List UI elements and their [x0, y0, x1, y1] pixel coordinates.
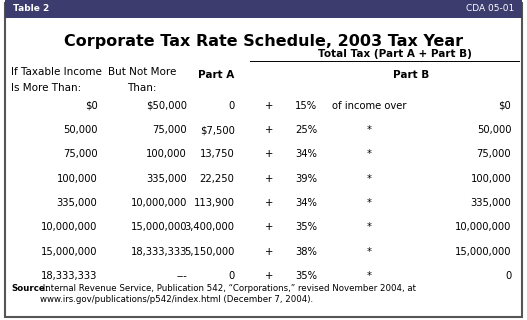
Text: 34%: 34% [295, 149, 317, 159]
Text: 0: 0 [228, 271, 235, 281]
Text: +: + [265, 198, 273, 208]
Text: If Taxable Income: If Taxable Income [11, 67, 101, 77]
Text: $50,000: $50,000 [146, 101, 187, 111]
Text: 100,000: 100,000 [57, 174, 97, 184]
Text: $7,500: $7,500 [200, 125, 235, 135]
Text: Part A: Part A [198, 70, 235, 80]
Text: 38%: 38% [295, 247, 317, 257]
Text: +: + [265, 174, 273, 184]
Text: 5,150,000: 5,150,000 [184, 247, 235, 257]
Text: But Not More: But Not More [108, 67, 177, 77]
Text: 3,400,000: 3,400,000 [184, 222, 235, 232]
Text: 15,000,000: 15,000,000 [41, 247, 97, 257]
Text: 335,000: 335,000 [147, 174, 187, 184]
Text: +: + [265, 247, 273, 257]
Text: *: * [366, 198, 372, 208]
Text: 15,000,000: 15,000,000 [131, 222, 187, 232]
Text: 113,900: 113,900 [193, 198, 235, 208]
Text: 10,000,000: 10,000,000 [455, 222, 511, 232]
Text: $0: $0 [499, 101, 511, 111]
Text: $0: $0 [85, 101, 97, 111]
Text: CDA 05-01: CDA 05-01 [465, 4, 514, 13]
Text: Part B: Part B [393, 70, 429, 80]
Text: 39%: 39% [295, 174, 317, 184]
Text: 75,000: 75,000 [476, 149, 511, 159]
Text: Source:: Source: [12, 284, 49, 293]
Text: ---: --- [176, 271, 187, 281]
Text: 25%: 25% [295, 125, 317, 135]
Text: 0: 0 [228, 101, 235, 111]
Text: 35%: 35% [295, 271, 317, 281]
Text: 15,000,000: 15,000,000 [455, 247, 511, 257]
Text: 13,750: 13,750 [200, 149, 235, 159]
Text: 100,000: 100,000 [471, 174, 511, 184]
Text: *: * [366, 174, 372, 184]
Text: 50,000: 50,000 [63, 125, 97, 135]
Text: Corporate Tax Rate Schedule, 2003 Tax Year: Corporate Tax Rate Schedule, 2003 Tax Ye… [64, 34, 463, 49]
Text: 75,000: 75,000 [152, 125, 187, 135]
Text: +: + [265, 222, 273, 232]
Text: +: + [265, 125, 273, 135]
Text: Than:: Than: [128, 83, 157, 92]
Text: 22,250: 22,250 [200, 174, 235, 184]
Text: 335,000: 335,000 [57, 198, 97, 208]
Text: 10,000,000: 10,000,000 [131, 198, 187, 208]
Text: 10,000,000: 10,000,000 [41, 222, 97, 232]
Text: 100,000: 100,000 [147, 149, 187, 159]
Text: 35%: 35% [295, 222, 317, 232]
Text: 18,333,333: 18,333,333 [131, 247, 187, 257]
Text: *: * [366, 247, 372, 257]
Text: +: + [265, 149, 273, 159]
Text: Table 2: Table 2 [13, 4, 50, 13]
Text: 75,000: 75,000 [63, 149, 97, 159]
Text: *: * [366, 125, 372, 135]
Text: *: * [366, 271, 372, 281]
Text: 18,333,333: 18,333,333 [41, 271, 97, 281]
Text: +: + [265, 101, 273, 111]
Text: 0: 0 [505, 271, 511, 281]
Text: Total Tax (Part A + Part B): Total Tax (Part A + Part B) [318, 49, 472, 59]
Text: of income over: of income over [331, 101, 406, 111]
Text: 15%: 15% [295, 101, 317, 111]
Text: 50,000: 50,000 [477, 125, 511, 135]
Text: +: + [265, 271, 273, 281]
Text: Is More Than:: Is More Than: [11, 83, 81, 92]
Text: 34%: 34% [295, 198, 317, 208]
Text: 335,000: 335,000 [471, 198, 511, 208]
Text: *: * [366, 222, 372, 232]
Text: Internal Revenue Service, Publication 542, “Corporations,” revised November 2004: Internal Revenue Service, Publication 54… [40, 284, 415, 304]
Text: *: * [366, 149, 372, 159]
